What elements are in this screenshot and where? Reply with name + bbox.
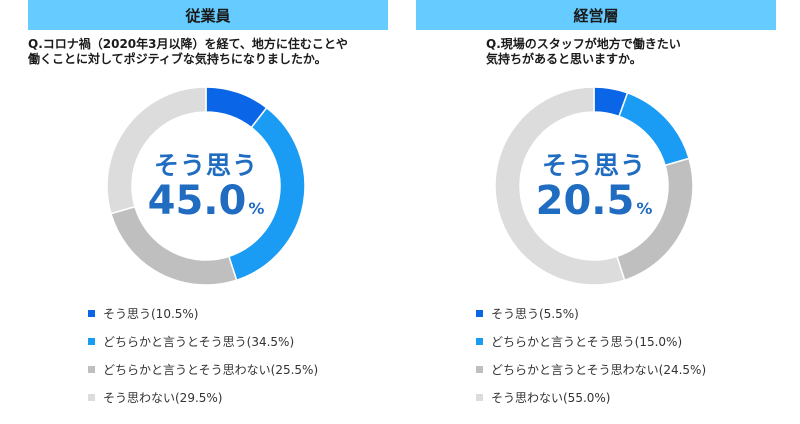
- donut-slice: [494, 86, 626, 286]
- donut-slice: [106, 86, 207, 215]
- legend-label: どちらかと言うとそう思わない(24.5%): [491, 363, 707, 377]
- legend-label: どちらかと言うとそう思う(34.5%): [103, 335, 295, 349]
- center-label: そう思う: [153, 151, 258, 180]
- legend-swatch: [476, 394, 483, 401]
- legend-swatch: [88, 394, 95, 401]
- legend-item: どちらかと言うとそう思わない(24.5%): [476, 361, 706, 389]
- donut-chart: [106, 86, 306, 286]
- center-value-unit: %: [248, 199, 265, 218]
- question-text: Q.現場のスタッフが地方で働きたい 気持ちがあると思いますか。: [486, 37, 766, 67]
- legend-item: どちらかと言うとそう思わない(25.5%): [88, 361, 318, 389]
- legend: そう思う(10.5%) どちらかと言うとそう思う(34.5%) どちらかと言うと…: [88, 305, 318, 417]
- panel-title: 経営層: [416, 0, 776, 30]
- legend-label: どちらかと言うとそう思わない(25.5%): [103, 363, 319, 377]
- legend-item: そう思わない(29.5%): [88, 389, 318, 417]
- center-value: 45.0%: [106, 178, 306, 224]
- legend-label: そう思う(5.5%): [491, 307, 579, 321]
- legend-swatch: [88, 338, 95, 345]
- panel-title: 従業員: [28, 0, 388, 30]
- legend-item: どちらかと言うとそう思う(15.0%): [476, 333, 706, 361]
- question-line: 働くことに対してポジティブな気持ちになりましたか。: [28, 52, 327, 66]
- legend-swatch: [476, 310, 483, 317]
- legend-swatch: [88, 310, 95, 317]
- legend-label: そう思わない(29.5%): [103, 391, 223, 405]
- center-label: そう思う: [541, 151, 646, 180]
- center-value-unit: %: [636, 199, 653, 218]
- legend-item: そう思う(10.5%): [88, 305, 318, 333]
- legend-label: そう思わない(55.0%): [491, 391, 611, 405]
- question-text: Q.コロナ禍（2020年3月以降）を経て、地方に住むことや 働くことに対してポジ…: [28, 37, 388, 67]
- employee-panel: 従業員 Q.コロナ禍（2020年3月以降）を経て、地方に住むことや 働くことに対…: [28, 0, 388, 424]
- question-line: Q.コロナ禍（2020年3月以降）を経て、地方に住むことや: [28, 37, 348, 51]
- legend: そう思う(5.5%) どちらかと言うとそう思う(15.0%) どちらかと言うとそ…: [476, 305, 706, 417]
- legend-label: どちらかと言うとそう思う(15.0%): [491, 335, 683, 349]
- legend-swatch: [88, 366, 95, 373]
- question-line: Q.現場のスタッフが地方で働きたい: [486, 37, 681, 51]
- legend-label: そう思う(10.5%): [103, 307, 199, 321]
- donut-chart: [494, 86, 694, 286]
- center-value: 20.5%: [494, 178, 694, 224]
- center-value-number: 20.5: [535, 178, 635, 224]
- legend-item: どちらかと言うとそう思う(34.5%): [88, 333, 318, 361]
- center-value-number: 45.0: [147, 178, 247, 224]
- legend-item: そう思わない(55.0%): [476, 389, 706, 417]
- legend-swatch: [476, 338, 483, 345]
- legend-swatch: [476, 366, 483, 373]
- legend-item: そう思う(5.5%): [476, 305, 706, 333]
- management-panel: 経営層 Q.現場のスタッフが地方で働きたい 気持ちがあると思いますか。 そう思う…: [416, 0, 776, 424]
- question-line: 気持ちがあると思いますか。: [486, 52, 642, 66]
